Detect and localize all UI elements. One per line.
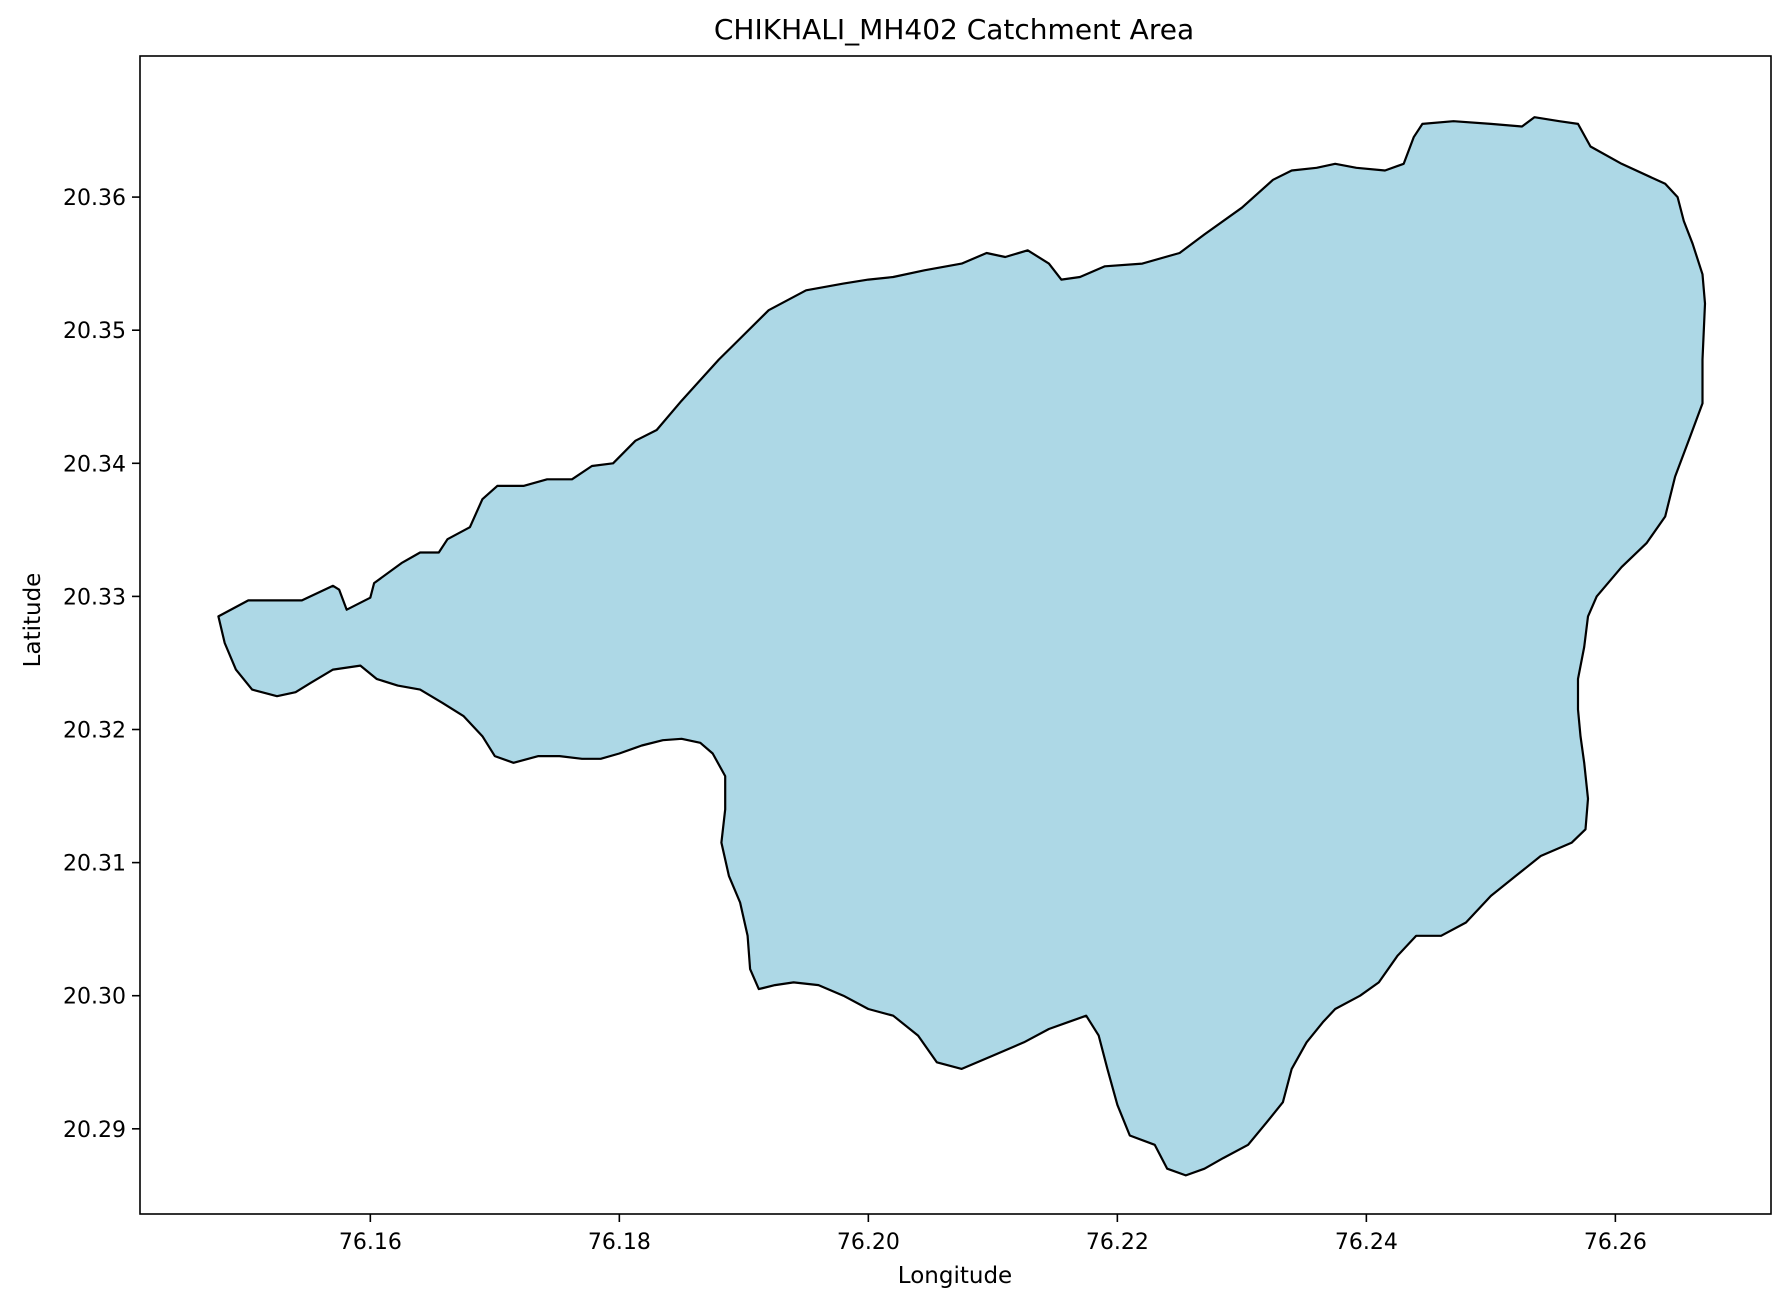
y-tick-label: 20.35 (63, 319, 126, 344)
x-tick-label: 76.20 (837, 1230, 900, 1255)
plot-area-frame (139, 55, 1772, 1215)
x-axis-label: Longitude (898, 1263, 1012, 1289)
catchment-area-polygon (217, 116, 1707, 1177)
y-tick-label: 20.33 (63, 585, 126, 610)
y-tick-label: 20.32 (63, 719, 126, 744)
y-axis: 20.29 20.30 20.31 20.32 20.33 20.34 20.35 20.36 (63, 186, 140, 1143)
x-tick-label: 76.24 (1335, 1230, 1398, 1255)
y-tick-label: 20.36 (63, 186, 126, 211)
y-tick-label: 20.34 (63, 452, 126, 477)
x-axis: 76.16 76.18 76.20 76.22 76.24 76.26 (339, 1214, 1647, 1255)
y-tick-label: 20.30 (63, 985, 126, 1010)
x-tick-label: 76.18 (588, 1230, 651, 1255)
chart-title: CHIKHALI_MH402 Catchment Area (714, 13, 1194, 46)
x-tick-label: 76.16 (339, 1230, 402, 1255)
y-tick-label: 20.29 (63, 1118, 126, 1143)
y-tick-label: 20.31 (63, 852, 126, 877)
y-axis-label: Latitude (20, 573, 46, 668)
x-tick-label: 76.26 (1584, 1230, 1647, 1255)
x-tick-label: 76.22 (1086, 1230, 1149, 1255)
